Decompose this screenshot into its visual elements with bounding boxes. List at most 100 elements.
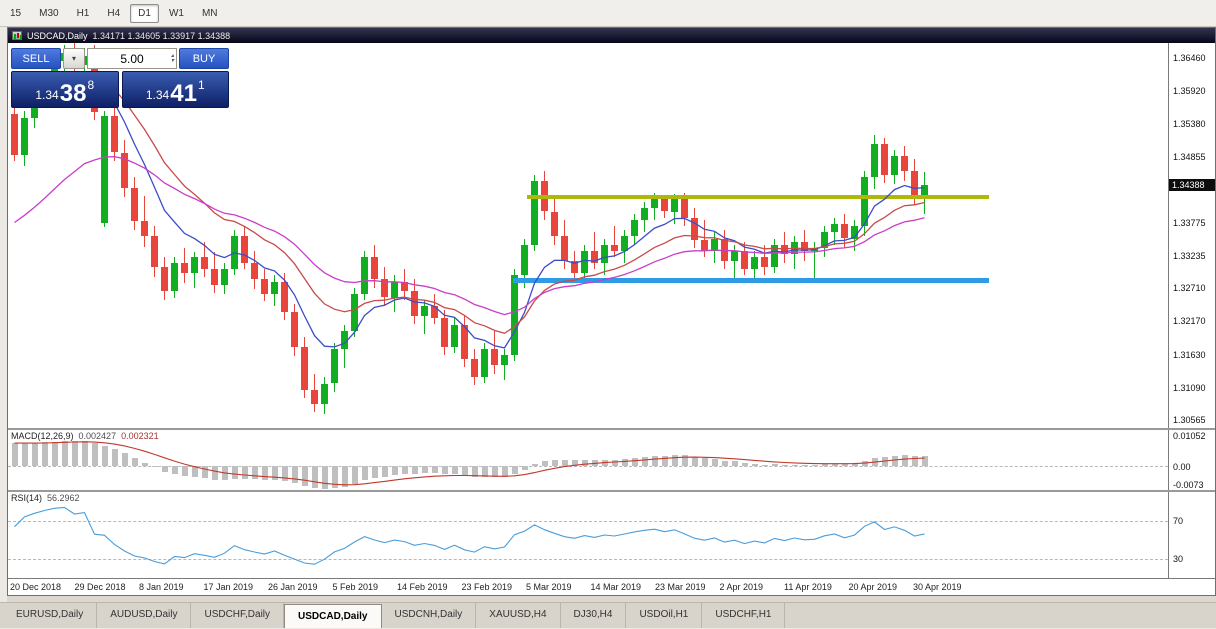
candle [811,248,818,251]
macd-histogram-bar [731,461,738,466]
macd-histogram-bar [911,456,918,466]
macd-histogram-bar [351,466,358,484]
candle [451,324,458,347]
volume-spinner[interactable]: ▴ ▾ [171,50,174,67]
macd-histogram-bar [41,442,48,466]
macd-histogram-bar [651,455,658,466]
macd-histogram-bar [371,466,378,478]
tab-usdchf-h1[interactable]: USDCHF,H1 [702,603,786,628]
timeframe-button-mn[interactable]: MN [201,7,218,19]
time-axis-label: 14 Mar 2019 [590,582,642,592]
volume-up-arrow[interactable]: ▴ [170,52,174,59]
tab-dj30-h4[interactable]: DJ30,H4 [561,603,627,628]
candle [571,260,578,273]
candle [251,263,258,280]
macd-histogram-bar [211,466,218,480]
tab-eurusd-daily[interactable]: EURUSD,Daily [3,603,98,628]
ask-price-panel[interactable]: 1.34 41 1 [121,71,229,108]
candle [421,306,428,316]
macd-scale-label: 0.01052 [1173,431,1206,442]
rsi-plot[interactable]: RSI(14) 56.2962 [8,492,1168,578]
tab-usdchf-daily[interactable]: USDCHF,Daily [191,603,285,628]
price-axis-label: 1.30565 [1173,415,1206,425]
candle-wick [614,226,615,257]
ask-price-main: 41 [170,80,197,107]
macd-histogram-bar [481,466,488,477]
price-scale[interactable]: 1.36460 1.35920 1.35380 1.34855 1.33775 1.332… [1168,43,1215,428]
level-line-support[interactable] [513,278,989,284]
time-axis-label: 8 Jan 2019 [139,582,184,592]
candle [391,281,398,298]
timeframe-button-d1[interactable]: D1 [130,3,159,23]
macd-histogram-bar [411,466,418,474]
macd-histogram-bar [791,464,798,466]
candle [431,306,438,319]
chart-titlebar[interactable]: USDCAD,Daily 1.34171 1.34605 1.33917 1.3… [8,28,1215,43]
tab-usdoil-h1[interactable]: USDOil,H1 [626,603,703,628]
macd-histogram-bar [491,466,498,478]
timeframe-button-w1[interactable]: W1 [168,7,184,19]
bid-price-panel[interactable]: 1.34 38 8 [11,71,119,108]
time-axis[interactable]: 20 Dec 2018 29 Dec 2018 8 Jan 2019 17 Jan 2… [8,578,1215,595]
candle [731,250,738,261]
candle [261,279,268,294]
tab-xauusd-h4[interactable]: XAUUSD,H4 [476,603,561,628]
macd-histogram-bar [201,466,208,479]
timeframe-button-15[interactable]: 15 [10,7,22,19]
rsi-label: RSI(14) 56.2962 [11,493,80,503]
volume-field[interactable]: 5.00 ▴ ▾ [87,48,177,69]
macd-histogram-bar [671,454,678,466]
buy-button[interactable]: BUY [179,48,229,69]
candle [221,269,228,286]
time-axis-label: 29 Dec 2018 [74,582,126,592]
rsi-panel: RSI(14) 56.2962 70 30 [8,492,1215,578]
price-axis-label: 1.35920 [1173,86,1206,97]
macd-histogram-bar [141,462,148,466]
macd-histogram-bar [341,466,348,487]
macd-histogram-bar [511,466,518,474]
panel-splitter-2[interactable] [8,490,1215,492]
candle [681,198,688,218]
candle [631,220,638,237]
candle [381,279,388,298]
level-line-resistance[interactable] [527,194,989,199]
candle [171,263,178,292]
macd-histogram-bar [461,466,468,476]
tab-usdcnh-daily[interactable]: USDCNH,Daily [382,603,477,628]
tab-audusd-daily[interactable]: AUDUSD,Daily [97,603,192,628]
macd-plot[interactable]: MACD(12,26,9) 0.002427 0.002321 [8,430,1168,490]
candle [841,223,848,239]
macd-histogram-bar [771,464,778,466]
timeframe-button-h4[interactable]: H4 [107,7,121,19]
candle [521,244,528,276]
main-chart-panel: SELL ▾ 5.00 ▴ ▾ BUY 1.34 38 8 1.34 41 1 [8,43,1215,428]
macd-histogram-bar [331,466,338,489]
candle [711,238,718,251]
candle [411,291,418,316]
macd-scale[interactable]: 0.01052 0.00 -0.0073 [1168,430,1215,490]
horizontal-scrollbar[interactable] [7,596,1216,602]
price-chart-plot[interactable]: SELL ▾ 5.00 ▴ ▾ BUY 1.34 38 8 1.34 41 1 [8,43,1168,428]
macd-histogram-bar [161,466,168,472]
timeframe-button-m30[interactable]: M30 [39,7,59,19]
sell-button[interactable]: SELL [11,48,61,69]
timeframe-button-h1[interactable]: H1 [76,7,90,19]
candle [771,244,778,267]
volume-down-arrow[interactable]: ▾ [170,57,174,64]
candle [441,318,448,347]
panel-splitter[interactable] [8,428,1215,430]
candle [861,177,868,227]
macd-histogram-bar [901,455,908,466]
candle [621,236,628,251]
macd-histogram-bar [661,455,668,466]
time-axis-label: 23 Feb 2019 [461,582,513,592]
candle [741,250,748,270]
price-axis-label: 1.31090 [1173,382,1206,393]
macd-histogram-bar [421,466,428,474]
time-axis-label: 5 Mar 2019 [526,582,572,592]
candle [211,269,218,286]
macd-histogram-bar [51,441,58,466]
rsi-scale[interactable]: 70 30 [1168,492,1215,578]
tab-usdcad-daily[interactable]: USDCAD,Daily [284,604,382,628]
trade-options-dropdown[interactable]: ▾ [63,48,85,69]
